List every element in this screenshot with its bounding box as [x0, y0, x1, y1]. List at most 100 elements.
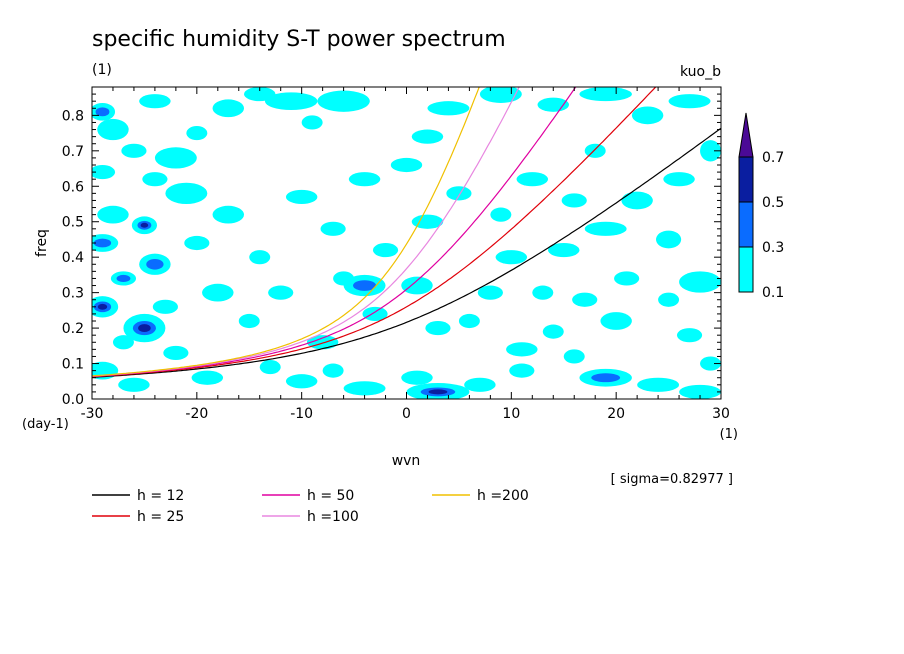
y-tick-label: 0.4 — [62, 250, 84, 266]
legend-label-h12: h = 12 — [137, 488, 184, 504]
contour-blob — [700, 356, 721, 371]
contour-blob — [285, 189, 318, 204]
contour-blob — [238, 313, 260, 329]
contour-blob — [142, 172, 168, 187]
power-contours — [92, 87, 721, 399]
contour-blob — [139, 94, 171, 109]
x-axis: -30 -20 -10 0 10 20 30 — [81, 87, 730, 422]
experiment-label: kuo_b — [680, 64, 721, 80]
contour-blob — [506, 342, 538, 357]
contour-blob-core — [95, 107, 110, 117]
colorbar-segment-0.3-0.5 — [738, 201, 754, 248]
contour-blob — [561, 193, 587, 208]
contour-blob — [584, 143, 606, 158]
contour-blob — [320, 221, 346, 236]
contour-blob — [322, 363, 344, 378]
contour-blob — [537, 97, 569, 112]
dispersion-curve-h25 — [92, 87, 657, 378]
contour-blob — [532, 285, 554, 300]
contour-blob-peak — [428, 389, 448, 395]
colorbar-label-0.3: 0.3 — [762, 240, 784, 256]
contour-blob — [425, 321, 451, 336]
contour-blob — [285, 374, 318, 389]
contour-blob — [679, 384, 721, 399]
contour-blob — [401, 370, 433, 385]
x-tick-label: -30 — [81, 406, 104, 422]
contour-blob — [656, 230, 682, 249]
contour-blob — [584, 221, 627, 236]
contour-blob — [121, 143, 147, 158]
contour-blob — [97, 205, 129, 224]
x-tick-label: -20 — [185, 406, 208, 422]
y-tick-label: 0.2 — [62, 321, 84, 337]
contour-blob — [516, 172, 549, 187]
x-tick-label: -10 — [290, 406, 313, 422]
contour-blob — [579, 87, 632, 102]
contour-blob — [679, 271, 721, 293]
contour-blob — [401, 276, 433, 295]
contour-blob — [348, 172, 381, 187]
contour-blob — [268, 285, 294, 300]
contour-blob — [700, 140, 721, 162]
contour-blob — [191, 370, 224, 385]
colorbar-label-0.5: 0.5 — [762, 195, 784, 211]
contour-blob-peak — [97, 303, 108, 310]
contour-blob — [637, 377, 680, 392]
dispersion-curve-h200 — [92, 87, 480, 377]
dispersion-curves — [92, 87, 721, 378]
contour-blob — [152, 299, 178, 314]
contour-blob-peak — [140, 222, 149, 228]
contour-blob — [509, 363, 535, 378]
contour-blob — [92, 165, 116, 180]
legend: h = 12 h = 25 h = 50 h =100 h =200 — [92, 488, 529, 525]
y-axis-title: freq — [34, 229, 50, 257]
x-tick-label: 0 — [402, 406, 411, 422]
contour-blob — [202, 283, 234, 302]
contour-blob — [264, 92, 318, 111]
x-tick-label: 10 — [502, 406, 520, 422]
contour-blob — [658, 292, 680, 307]
contour-blob — [372, 243, 399, 258]
contour-blob — [668, 94, 711, 109]
contour-blob — [212, 99, 245, 118]
contour-blob — [165, 182, 208, 204]
legend-label-h100: h =100 — [307, 509, 359, 525]
contour-blob — [495, 250, 528, 265]
contour-blob — [427, 101, 470, 116]
contour-blob — [631, 106, 664, 125]
contour-blob — [212, 205, 245, 224]
colorbar: 0.7 0.5 0.3 0.1 — [738, 112, 784, 301]
contour-blob — [362, 306, 388, 321]
contour-blob — [112, 335, 134, 350]
contour-blob — [249, 250, 271, 265]
contour-blob-core — [146, 258, 164, 270]
x-tick-label: 30 — [712, 406, 730, 422]
contour-blob-core — [116, 274, 131, 283]
contour-blob — [163, 345, 189, 360]
contour-blob — [301, 115, 323, 130]
x-tick-label: 20 — [607, 406, 625, 422]
contour-blob-core — [591, 373, 621, 383]
contour-blob — [477, 285, 503, 300]
colorbar-label-0.7: 0.7 — [762, 150, 784, 166]
contour-blob — [259, 360, 281, 375]
contour-blob — [548, 243, 580, 258]
contour-blob — [97, 118, 129, 141]
contour-blob-core — [93, 238, 112, 248]
y-unit-label: (day-1) — [22, 417, 69, 432]
dispersion-curve-h12 — [92, 127, 721, 378]
sigma-label: [ sigma=0.82977 ] — [611, 472, 733, 487]
legend-label-h25: h = 25 — [137, 509, 184, 525]
y-tick-label: 0.0 — [62, 392, 84, 408]
y-tick-label: 0.3 — [62, 286, 84, 302]
contour-blob — [186, 126, 208, 141]
contour-blob-core — [353, 280, 377, 291]
y-axis: 0.0 0.1 0.2 0.3 0.4 0.5 0.6 0.7 0.8 — [62, 86, 721, 408]
contour-blob — [490, 207, 512, 222]
contour-blob-peak — [138, 324, 151, 333]
contour-blob — [542, 324, 564, 339]
contour-blob — [621, 191, 653, 210]
contour-blob — [184, 235, 210, 251]
contour-blob — [600, 312, 632, 330]
contour-blob — [458, 313, 480, 329]
